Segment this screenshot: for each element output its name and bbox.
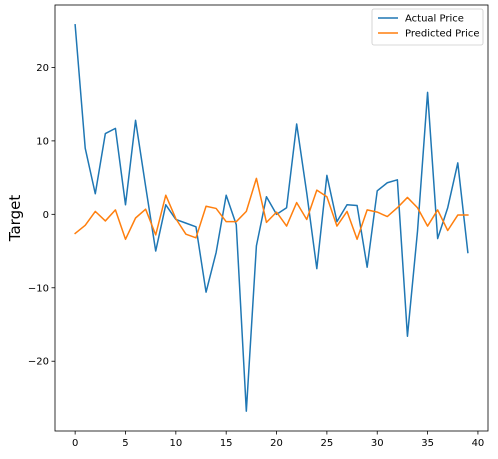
legend: Actual Price Predicted Price	[371, 8, 484, 46]
y-tick-label: 0	[43, 210, 49, 221]
x-tick-label: 25	[321, 438, 334, 449]
x-tick-label: 5	[122, 438, 128, 449]
x-tick-label: 0	[72, 438, 78, 449]
series-line-actual-price	[74, 24, 469, 412]
x-tick-label: 15	[220, 438, 233, 449]
x-tick-label: 40	[472, 438, 485, 449]
x-tick-label: 20	[270, 438, 283, 449]
series-line-predicted-price	[74, 177, 469, 241]
x-tick-label: 35	[421, 438, 434, 449]
y-tick-label: 20	[36, 63, 49, 74]
legend-label-predicted: Predicted Price	[405, 29, 480, 40]
y-tick-label: −10	[28, 283, 49, 294]
x-tick-label: 10	[169, 438, 182, 449]
y-axis-label: Target	[6, 195, 24, 243]
x-tick-label: 30	[371, 438, 384, 449]
plot-frame	[54, 4, 489, 432]
y-tick-label: −20	[28, 357, 49, 368]
legend-box	[371, 8, 484, 46]
y-tick-label: 10	[36, 136, 49, 147]
legend-label-actual: Actual Price	[405, 14, 464, 25]
